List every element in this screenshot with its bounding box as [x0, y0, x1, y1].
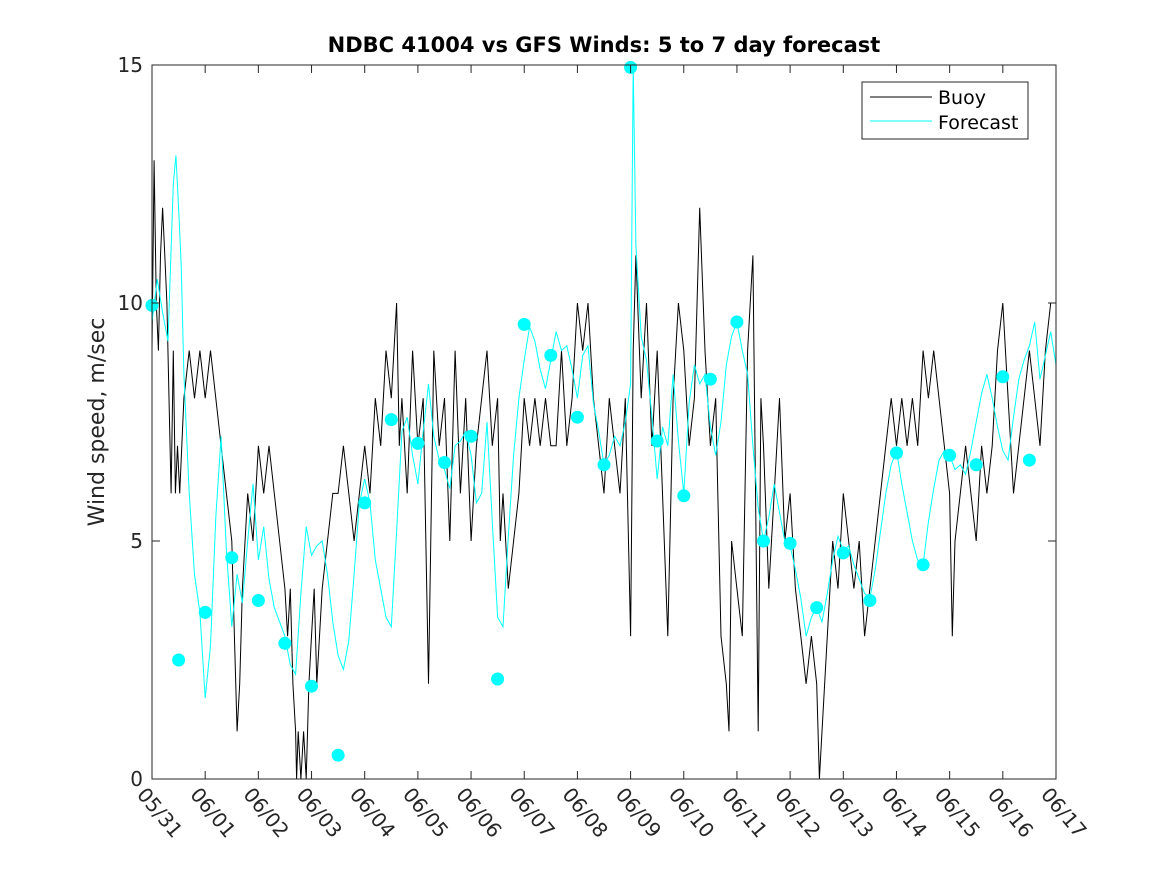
forecast-marker: [305, 679, 318, 693]
forecast-marker: [278, 636, 292, 650]
forecast-marker: [570, 410, 584, 424]
forecast-marker: [863, 594, 877, 607]
y-axis: 0 5 10 15: [118, 53, 1056, 791]
plot-frame: [151, 64, 1057, 780]
forecast-marker: [810, 601, 824, 615]
forecast-marker: [703, 372, 717, 386]
forecast-marker: [384, 413, 398, 427]
y-tick-label: 5: [130, 529, 143, 553]
forecast-marker: [890, 446, 903, 460]
forecast-marker: [198, 605, 212, 619]
forecast-marker: [491, 672, 505, 686]
y-axis-label: Wind speed, m/sec: [85, 318, 110, 527]
legend: Buoy Forecast: [861, 81, 1029, 140]
forecast-marker: [836, 546, 850, 560]
y-tick-label: 10: [118, 291, 143, 315]
y-tick-label: 0: [130, 767, 143, 791]
forecast-marker: [996, 370, 1010, 384]
forecast-marker: [544, 348, 558, 362]
forecast-marker: [730, 315, 744, 329]
forecast-marker: [783, 536, 797, 550]
plot-area: [152, 65, 1056, 779]
forecast-marker: [757, 534, 770, 548]
forecast-marker: [943, 448, 957, 462]
forecast-marker: [411, 436, 425, 450]
series-layer: [151, 64, 1057, 780]
forecast-marker: [438, 456, 451, 469]
chart-title: NDBC 41004 vs GFS Winds: 5 to 7 day fore…: [328, 33, 881, 57]
forecast-marker: [225, 551, 239, 565]
forecast-marker: [358, 496, 372, 510]
series-line-forecast: [151, 64, 1057, 699]
series-line-buoy: [151, 160, 1056, 780]
forecast-marker: [172, 653, 186, 667]
forecast-marker: [677, 489, 691, 503]
forecast-marker: [1022, 453, 1036, 467]
forecast-marker: [916, 558, 930, 572]
forecast-marker: [650, 434, 664, 448]
forecast-marker: [331, 748, 345, 762]
legend-label-buoy: Buoy: [938, 87, 986, 109]
legend-box: [861, 81, 1029, 140]
legend-label-forecast: Forecast: [938, 112, 1018, 134]
forecast-marker: [517, 317, 531, 331]
y-tick-label: 15: [118, 53, 143, 77]
forecast-marker: [464, 429, 478, 443]
forecast-marker: [969, 458, 983, 472]
forecast-marker: [597, 458, 611, 472]
forecast-marker: [251, 594, 265, 607]
